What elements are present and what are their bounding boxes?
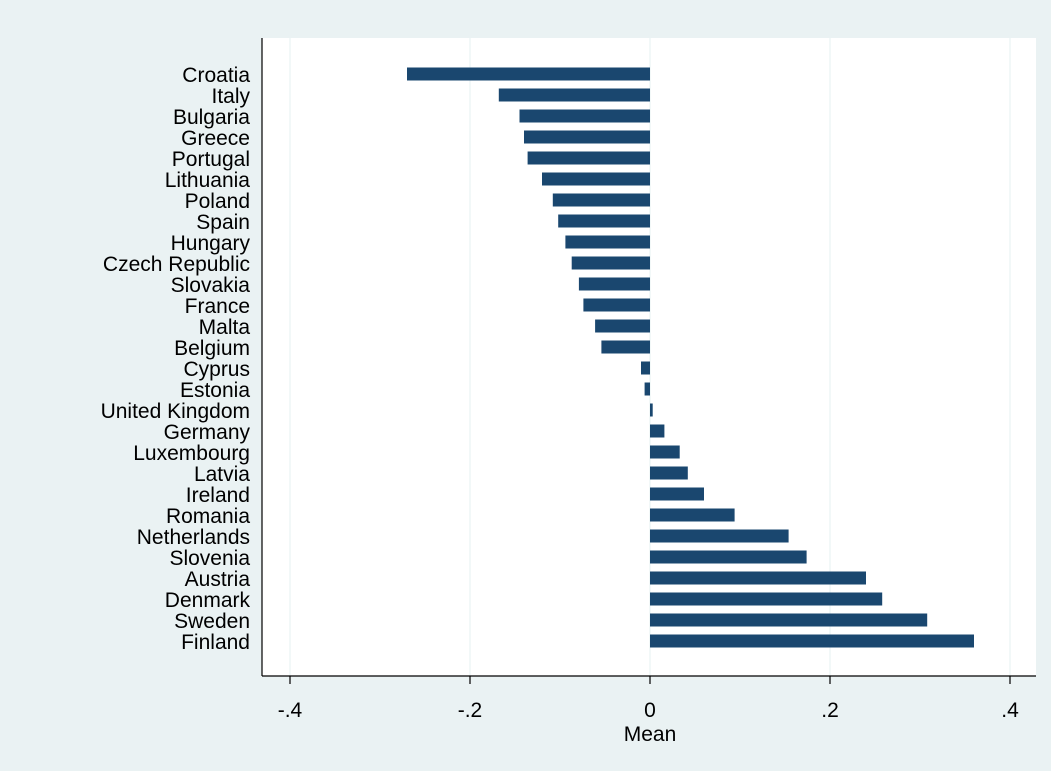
category-label: Lithuania bbox=[165, 169, 251, 192]
category-label: Bulgaria bbox=[173, 106, 250, 129]
bar-latvia bbox=[650, 466, 688, 480]
category-label: Czech Republic bbox=[103, 253, 250, 276]
plot-background bbox=[262, 38, 1036, 676]
category-label: Luxembourg bbox=[133, 442, 250, 465]
bar-cyprus bbox=[641, 361, 650, 375]
bar-lithuania bbox=[542, 172, 650, 186]
category-label: United Kingdom bbox=[101, 400, 250, 423]
x-tick-label: .2 bbox=[821, 699, 839, 722]
category-label: Germany bbox=[164, 421, 251, 444]
bar-italy bbox=[498, 88, 650, 102]
category-label: Romania bbox=[166, 505, 250, 528]
grid-lines bbox=[289, 38, 1011, 676]
category-label: Austria bbox=[185, 568, 251, 591]
bar-netherlands bbox=[650, 529, 789, 543]
bar-france bbox=[583, 298, 650, 312]
bar-germany bbox=[650, 424, 665, 438]
bar-romania bbox=[650, 508, 735, 522]
bar-sweden bbox=[650, 613, 928, 627]
category-label: Netherlands bbox=[137, 526, 250, 549]
bars bbox=[407, 67, 974, 648]
bar-estonia bbox=[644, 382, 650, 396]
x-tick-label: .4 bbox=[1001, 699, 1019, 722]
x-tick-labels: -.4 -.2 0 .2 .4 bbox=[278, 676, 1019, 722]
category-label: Denmark bbox=[165, 589, 251, 612]
bar-spain bbox=[558, 214, 650, 228]
category-label: Sweden bbox=[174, 610, 250, 633]
bar-slovenia bbox=[650, 550, 807, 564]
category-label: Portugal bbox=[172, 148, 250, 171]
bar-poland bbox=[552, 193, 650, 207]
category-label: Estonia bbox=[180, 379, 250, 402]
bar-croatia bbox=[407, 67, 650, 81]
category-label: France bbox=[185, 295, 250, 318]
category-label: Belgium bbox=[174, 337, 250, 360]
category-label: Slovenia bbox=[169, 547, 250, 570]
category-label: Croatia bbox=[182, 64, 250, 87]
category-label: Cyprus bbox=[183, 358, 250, 381]
bar-belgium bbox=[601, 340, 650, 354]
bar-united-kingdom bbox=[650, 403, 653, 417]
bar-czech-republic bbox=[571, 256, 650, 270]
x-axis-title: Mean bbox=[624, 723, 677, 746]
category-label: Italy bbox=[211, 85, 250, 108]
category-labels: CroatiaItalyBulgariaGreecePortugalLithua… bbox=[101, 64, 251, 654]
bar-portugal bbox=[527, 151, 650, 165]
x-tick-label: -.4 bbox=[278, 699, 303, 722]
category-label: Slovakia bbox=[171, 274, 251, 297]
category-label: Latvia bbox=[194, 463, 250, 486]
bar-malta bbox=[595, 319, 650, 333]
bar-bulgaria bbox=[519, 109, 650, 123]
bar-greece bbox=[524, 130, 650, 144]
bar-ireland bbox=[650, 487, 704, 501]
bar-hungary bbox=[565, 235, 650, 249]
category-label: Malta bbox=[199, 316, 251, 339]
category-label: Spain bbox=[196, 211, 250, 234]
category-label: Finland bbox=[181, 631, 250, 654]
x-tick-label: -.2 bbox=[458, 699, 483, 722]
bar-luxembourg bbox=[650, 445, 680, 459]
category-label: Hungary bbox=[171, 232, 251, 255]
x-tick-label: 0 bbox=[644, 699, 656, 722]
bar-finland bbox=[650, 634, 974, 648]
category-label: Ireland bbox=[186, 484, 250, 507]
bar-austria bbox=[650, 571, 866, 585]
bar-denmark bbox=[650, 592, 883, 606]
bar-slovakia bbox=[578, 277, 650, 291]
category-label: Greece bbox=[181, 127, 250, 150]
category-label: Poland bbox=[185, 190, 250, 213]
axes bbox=[261, 38, 1036, 677]
